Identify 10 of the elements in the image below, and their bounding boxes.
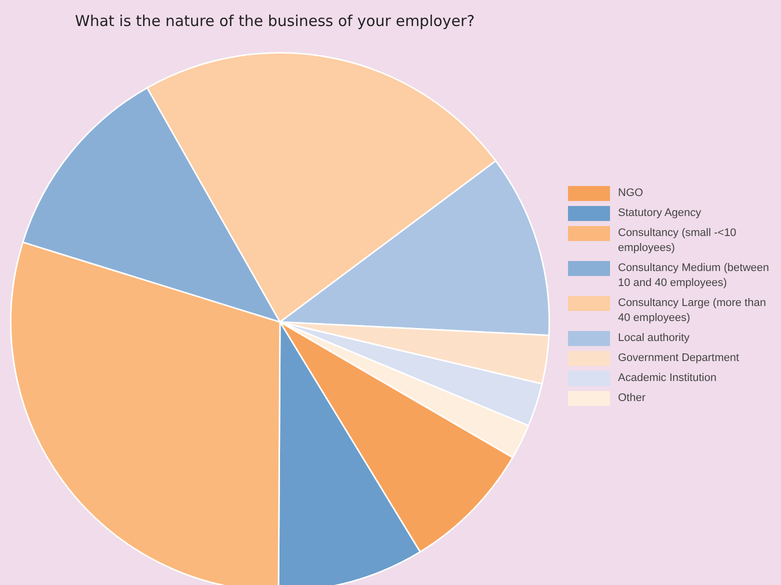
legend-label: Consultancy Large (more than 40 employees) <box>618 296 767 326</box>
legend-label: Local authority <box>618 331 690 346</box>
legend-label: Other <box>618 391 646 406</box>
chart-title: What is the nature of the business of your employer? <box>75 12 475 30</box>
legend-label: Consultancy (small -<10 employees) <box>618 226 738 256</box>
legend-label: Academic Institution <box>618 371 716 386</box>
legend-label: Statutory Agency <box>618 206 702 221</box>
legend-label: Government Department <box>618 351 740 366</box>
legend-label: NGO <box>618 186 644 201</box>
legend-label: Consultancy Medium (between 10 and 40 employees) <box>618 261 770 291</box>
